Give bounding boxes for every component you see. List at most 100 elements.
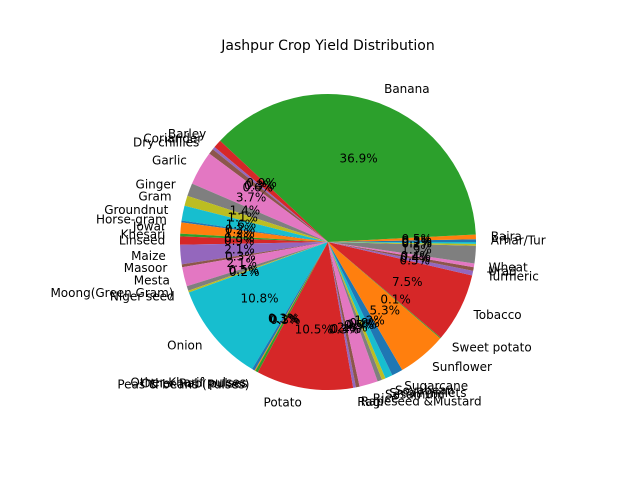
slice-label: Small millets <box>389 386 466 400</box>
pie-slice <box>186 242 328 291</box>
slice-percent-label: 0.5% <box>344 318 375 332</box>
slice-label: Bajra <box>491 229 522 243</box>
slice-percent-label: 0.1% <box>380 293 411 307</box>
pie-slice <box>328 242 386 380</box>
slice-label: Other Kharif pulses <box>130 376 245 390</box>
pie-slice <box>212 147 328 242</box>
slice-percent-label: 0.2% <box>402 236 433 250</box>
slice-percent-label: 1.4% <box>230 204 261 218</box>
slice-percent-label: 0.3% <box>224 231 255 245</box>
slice-label: Barley <box>168 127 206 141</box>
slice-label: Urad <box>488 265 517 279</box>
slice-percent-label: 0.2% <box>225 223 256 237</box>
slice-label: Other Rabi pulses <box>141 377 248 391</box>
slice-percent-label: 1.2% <box>224 227 255 241</box>
slice-percent-label: 0.3% <box>329 322 360 336</box>
slice-label: Jowar <box>132 220 166 234</box>
slice-percent-label: 0.1% <box>269 312 300 326</box>
pie-slice <box>180 242 328 265</box>
pie-slice <box>328 242 475 268</box>
slice-percent-label: 0.4% <box>346 317 377 331</box>
pie-slice <box>191 153 328 242</box>
pie-slice <box>184 195 328 242</box>
slice-label: Niger seed <box>110 290 175 304</box>
slice-percent-label: 0.9% <box>246 176 277 190</box>
slice-label: Tobacco <box>473 308 522 322</box>
slice-label: Peas & beans (Pulses) <box>117 378 249 392</box>
slice-label: Rapeseed &Mustard <box>361 395 482 409</box>
slice-label: Sweet potato <box>452 341 532 355</box>
chart-title: Jashpur Crop Yield Distribution <box>220 38 434 54</box>
pie-slice <box>328 242 473 338</box>
slice-percent-label: 3.7% <box>236 191 267 205</box>
slice-label: Moong(Green Gram) <box>50 286 173 300</box>
slice-label: Arhar/Tur <box>491 234 546 248</box>
pie-slice <box>188 242 328 370</box>
pie-slice <box>209 149 328 242</box>
pie-slice <box>188 242 328 293</box>
slice-percent-label: 0.2% <box>229 265 260 279</box>
slice-label: Rice <box>373 392 399 406</box>
pie-slice <box>255 242 328 373</box>
slice-percent-label: 1.9% <box>401 243 432 257</box>
pie-slice <box>328 242 476 264</box>
slice-label: Dry chillies <box>133 135 199 149</box>
slice-label: Potato <box>264 396 302 410</box>
slice-percent-label: 2.1% <box>224 243 255 257</box>
slice-label: Masoor <box>124 261 168 275</box>
slice-percent-label: 2.1% <box>226 256 257 270</box>
pie-slice <box>181 242 328 268</box>
slice-percent-label: 0.5% <box>400 254 431 268</box>
slice-label: Soyabean <box>395 383 454 397</box>
slice-label: Linseed <box>119 234 165 248</box>
pie-slice <box>328 234 476 242</box>
pie-slice <box>328 239 476 242</box>
slice-label: Groundnut <box>104 203 168 217</box>
pie-slice <box>328 242 393 379</box>
slice-label: Turmeric <box>486 269 539 283</box>
slice-percent-label: 1.1% <box>227 210 258 224</box>
pie-slice <box>328 242 356 388</box>
slice-percent-label: 0.2% <box>402 237 433 251</box>
slice-percent-label: 1.6% <box>226 218 257 232</box>
slice-percent-label: 0.3% <box>270 313 301 327</box>
slice-percent-label: 0.4% <box>400 251 431 265</box>
pie-slice <box>328 242 383 382</box>
pie-slice <box>328 242 441 339</box>
pie-slice <box>328 242 476 246</box>
slice-percent-label: 10.5% <box>295 323 333 337</box>
slice-percent-label: 0.5% <box>228 263 259 277</box>
slice-label: Horse-gram <box>96 212 167 226</box>
slice-percent-label: 0.8% <box>349 316 380 330</box>
pie-slice <box>328 242 477 244</box>
slice-percent-label: 0.3% <box>402 234 433 248</box>
pie-slice <box>182 242 328 287</box>
slice-percent-label: 0.9% <box>224 234 255 248</box>
slice-label: Sesamum <box>385 388 445 402</box>
slice-label: Garlic <box>152 154 187 168</box>
slice-percent-label: 5.3% <box>370 303 401 317</box>
pie-slice <box>328 242 403 376</box>
slice-percent-label: 0.5% <box>401 232 432 246</box>
pie-slice <box>180 222 328 242</box>
slice-label: Ragi <box>357 395 383 409</box>
pie-slice <box>180 233 328 242</box>
pie-slice <box>181 220 328 242</box>
pie-slice <box>257 242 354 390</box>
slice-label: Sunflower <box>432 360 492 374</box>
pie-slice <box>254 242 328 371</box>
percent-labels: 0.3%0.5%36.9%0.9%0.3%0.6%3.7%1.4%1.1%1.6… <box>224 152 432 337</box>
pie-slice <box>328 242 474 276</box>
pie-slice <box>187 183 328 242</box>
slice-label: Onion <box>167 339 202 353</box>
slice-percent-label: 0.6% <box>243 181 274 195</box>
slice-percent-label: 10.8% <box>240 292 278 306</box>
slice-percent-label: 0.4% <box>331 322 362 336</box>
pie-slice <box>181 205 328 242</box>
slice-label: Wheat <box>489 261 528 275</box>
slice-percent-label: 0.3% <box>225 249 256 263</box>
slice-percent-label: 0.4% <box>400 249 431 263</box>
pie-slice <box>328 242 360 388</box>
